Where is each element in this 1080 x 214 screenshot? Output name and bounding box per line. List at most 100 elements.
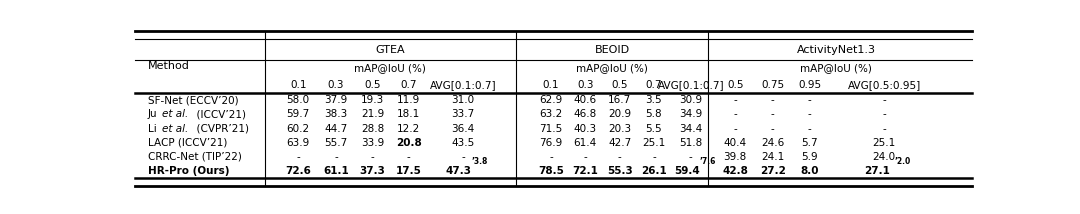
Text: 0.7: 0.7 — [401, 80, 417, 90]
Text: 18.1: 18.1 — [397, 109, 420, 119]
Text: 24.0: 24.0 — [873, 152, 895, 162]
Text: 20.9: 20.9 — [608, 109, 631, 119]
Text: -: - — [808, 95, 811, 105]
Text: -: - — [733, 124, 737, 134]
Text: AVG[0.5:0.95]: AVG[0.5:0.95] — [848, 80, 921, 90]
Text: (ICCV’21): (ICCV’21) — [190, 109, 246, 119]
Text: mAP@IoU (%): mAP@IoU (%) — [354, 64, 427, 74]
Text: 0.3: 0.3 — [327, 80, 345, 90]
Text: 0.1: 0.1 — [543, 80, 559, 90]
Text: -: - — [583, 152, 588, 162]
Text: -: - — [882, 109, 886, 119]
Text: 5.5: 5.5 — [646, 124, 662, 134]
Text: 33.7: 33.7 — [451, 109, 475, 119]
Text: -: - — [407, 152, 410, 162]
Text: 72.1: 72.1 — [572, 166, 598, 176]
Text: ’7.6: ’7.6 — [700, 158, 716, 166]
Text: 78.5: 78.5 — [538, 166, 564, 176]
Text: -: - — [882, 124, 886, 134]
Text: 60.2: 60.2 — [286, 124, 310, 134]
Text: 5.9: 5.9 — [801, 152, 818, 162]
Text: 44.7: 44.7 — [324, 124, 348, 134]
Text: 17.5: 17.5 — [395, 166, 421, 176]
Text: 25.1: 25.1 — [873, 138, 895, 148]
Text: BEOID: BEOID — [594, 45, 630, 55]
Text: -: - — [334, 152, 338, 162]
Text: 21.9: 21.9 — [361, 109, 384, 119]
Text: 0.75: 0.75 — [761, 80, 784, 90]
Text: 30.9: 30.9 — [679, 95, 702, 105]
Text: 5.8: 5.8 — [646, 109, 662, 119]
Text: 59.4: 59.4 — [674, 166, 700, 176]
Text: 11.9: 11.9 — [397, 95, 420, 105]
Text: (CVPR’21): (CVPR’21) — [190, 124, 248, 134]
Text: 0.5: 0.5 — [364, 80, 381, 90]
Text: 37.3: 37.3 — [360, 166, 386, 176]
Text: -: - — [808, 109, 811, 119]
Text: 55.3: 55.3 — [607, 166, 633, 176]
Text: 42.8: 42.8 — [723, 166, 748, 176]
Text: 46.8: 46.8 — [573, 109, 597, 119]
Text: 25.1: 25.1 — [643, 138, 665, 148]
Text: 16.7: 16.7 — [608, 95, 631, 105]
Text: 58.0: 58.0 — [286, 95, 310, 105]
Text: Method: Method — [148, 61, 189, 71]
Text: 5.7: 5.7 — [801, 138, 818, 148]
Text: -: - — [461, 152, 465, 162]
Text: 36.4: 36.4 — [451, 124, 475, 134]
Text: -: - — [771, 95, 774, 105]
Text: SF-Net (ECCV’20): SF-Net (ECCV’20) — [148, 95, 239, 105]
Text: -: - — [733, 95, 737, 105]
Text: 12.2: 12.2 — [397, 124, 420, 134]
Text: HR-Pro (Ours): HR-Pro (Ours) — [148, 166, 229, 176]
Text: 0.7: 0.7 — [646, 80, 662, 90]
Text: Li: Li — [148, 124, 160, 134]
Text: 34.4: 34.4 — [679, 124, 702, 134]
Text: 24.6: 24.6 — [761, 138, 784, 148]
Text: 0.1: 0.1 — [289, 80, 307, 90]
Text: 33.9: 33.9 — [361, 138, 384, 148]
Text: ’2.0: ’2.0 — [894, 158, 910, 166]
Text: 34.9: 34.9 — [679, 109, 702, 119]
Text: 38.3: 38.3 — [324, 109, 348, 119]
Text: 0.5: 0.5 — [611, 80, 627, 90]
Text: et al.: et al. — [162, 109, 188, 119]
Text: -: - — [733, 109, 737, 119]
Text: 61.4: 61.4 — [573, 138, 597, 148]
Text: -: - — [771, 124, 774, 134]
Text: ’3.8: ’3.8 — [472, 158, 488, 166]
Text: 40.3: 40.3 — [573, 124, 597, 134]
Text: -: - — [296, 152, 300, 162]
Text: 20.8: 20.8 — [396, 138, 421, 148]
Text: 47.3: 47.3 — [446, 166, 472, 176]
Text: 24.1: 24.1 — [761, 152, 784, 162]
Text: 27.1: 27.1 — [864, 166, 890, 176]
Text: -: - — [808, 124, 811, 134]
Text: -: - — [771, 109, 774, 119]
Text: mAP@IoU (%): mAP@IoU (%) — [800, 64, 872, 74]
Text: 26.1: 26.1 — [642, 166, 666, 176]
Text: 3.5: 3.5 — [646, 95, 662, 105]
Text: 40.6: 40.6 — [573, 95, 597, 105]
Text: 0.3: 0.3 — [577, 80, 594, 90]
Text: 8.0: 8.0 — [800, 166, 819, 176]
Text: AVG[0.1:0.7]: AVG[0.1:0.7] — [430, 80, 497, 90]
Text: 31.0: 31.0 — [451, 95, 475, 105]
Text: -: - — [549, 152, 553, 162]
Text: 72.6: 72.6 — [285, 166, 311, 176]
Text: 28.8: 28.8 — [361, 124, 384, 134]
Text: 20.3: 20.3 — [608, 124, 631, 134]
Text: -: - — [882, 95, 886, 105]
Text: LACP (ICCV’21): LACP (ICCV’21) — [148, 138, 227, 148]
Text: 59.7: 59.7 — [286, 109, 310, 119]
Text: 0.5: 0.5 — [727, 80, 743, 90]
Text: -: - — [370, 152, 375, 162]
Text: GTEA: GTEA — [376, 45, 405, 55]
Text: 0.95: 0.95 — [798, 80, 821, 90]
Text: 62.9: 62.9 — [539, 95, 563, 105]
Text: 37.9: 37.9 — [324, 95, 348, 105]
Text: ActivityNet1.3: ActivityNet1.3 — [796, 45, 876, 55]
Text: 63.9: 63.9 — [286, 138, 310, 148]
Text: et al.: et al. — [162, 124, 188, 134]
Text: -: - — [618, 152, 621, 162]
